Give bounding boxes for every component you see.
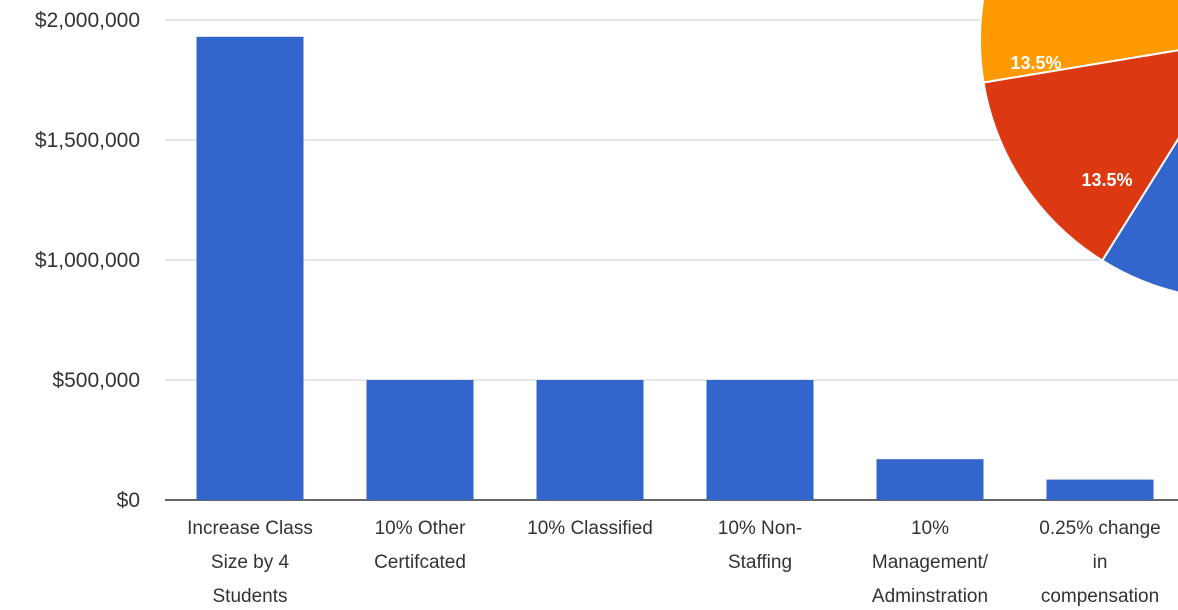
x-tick-label: 0.25% change [1039, 518, 1161, 539]
bars [196, 36, 1154, 501]
bar [1046, 479, 1154, 500]
y-tick-label: $1,000,000 [35, 249, 140, 272]
x-axis: Increase Class Size by 4 Students 10% Other… [187, 518, 1161, 607]
x-tick-label: 10% Non- [718, 518, 803, 539]
pie-slice-label: 13.5% [1081, 170, 1132, 190]
x-tick-label: Management/ [872, 552, 989, 573]
pie-slice-label: 13.5% [1010, 53, 1061, 73]
x-tick-label: 10% [911, 518, 949, 539]
y-tick-label: $0 [117, 489, 140, 512]
y-tick-label: $2,000,000 [35, 9, 140, 32]
x-tick-label: Increase Class [187, 518, 313, 539]
bar [196, 36, 304, 501]
x-tick-label: Adminstration [872, 586, 988, 607]
x-tick-label: compensation [1041, 586, 1159, 607]
y-axis: $0 $500,000 $1,000,000 $1,500,000 $2,000,000 [35, 9, 140, 512]
x-tick-label: Staffing [728, 552, 792, 573]
pie-chart: 13.5% 13.5% [979, 0, 1178, 294]
bar [536, 380, 644, 500]
pie-slice [979, 0, 1178, 84]
pie-slice [1100, 137, 1178, 294]
bar [366, 380, 474, 500]
x-tick-label: in [1093, 552, 1108, 573]
bar [876, 459, 984, 500]
x-tick-label: Size by 4 [211, 552, 290, 573]
x-tick-label: Certifcated [374, 552, 466, 573]
bar [706, 380, 814, 500]
x-tick-label: Students [213, 586, 288, 607]
y-tick-label: $500,000 [52, 369, 140, 392]
y-tick-label: $1,500,000 [35, 129, 140, 152]
x-tick-label: 10% Classified [527, 518, 653, 539]
pie-slice [982, 49, 1178, 262]
x-tick-label: 10% Other [375, 518, 466, 539]
